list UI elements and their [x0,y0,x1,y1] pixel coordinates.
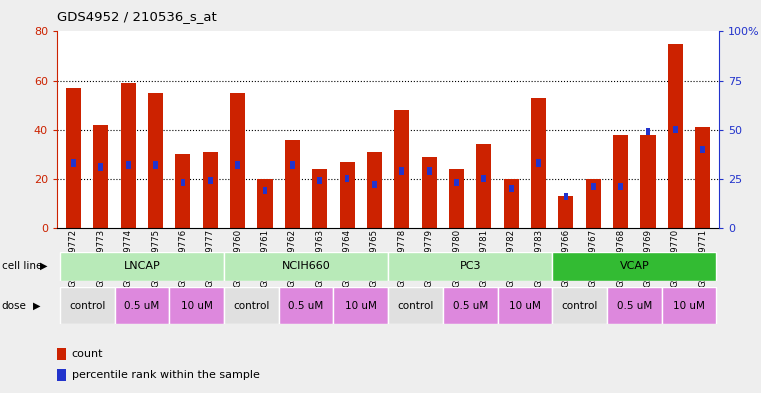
Text: count: count [72,349,103,360]
Text: LNCAP: LNCAP [123,261,161,271]
Text: 10 uM: 10 uM [180,301,212,310]
Bar [443,287,498,324]
Bar [98,163,103,171]
Bar [531,98,546,228]
Bar [57,369,66,381]
Bar [427,167,431,174]
Bar [668,44,683,228]
Bar [673,126,678,133]
Text: control: control [562,301,598,310]
Text: ▶: ▶ [33,301,40,310]
Text: cell line: cell line [2,261,42,271]
Bar [114,287,169,324]
Bar [388,252,552,281]
Bar [552,252,716,281]
Text: 0.5 uM: 0.5 uM [453,301,488,310]
Bar [60,252,224,281]
Bar [285,140,300,228]
Bar [312,169,327,228]
Bar [394,110,409,228]
Text: 0.5 uM: 0.5 uM [124,301,160,310]
Bar [60,287,114,324]
Bar [537,160,541,167]
Text: dose: dose [2,301,27,310]
Bar [476,144,492,228]
Bar [290,162,295,169]
Bar [422,157,437,228]
Bar [509,185,514,192]
Bar [148,93,163,228]
Text: 0.5 uM: 0.5 uM [616,301,652,310]
Text: 0.5 uM: 0.5 uM [288,301,323,310]
Bar [224,287,279,324]
Bar [180,179,186,186]
Bar [333,287,388,324]
Text: PC3: PC3 [460,261,481,271]
Bar [279,287,333,324]
Bar [257,179,272,228]
Text: GDS4952 / 210536_s_at: GDS4952 / 210536_s_at [57,10,217,23]
Bar [400,167,404,174]
Bar [645,128,651,135]
Bar [700,146,705,153]
Text: VCAP: VCAP [619,261,649,271]
Bar [121,83,135,228]
Bar [449,169,464,228]
Bar [66,88,81,228]
Bar [94,125,108,228]
Bar [696,127,710,228]
Bar [504,179,519,228]
Text: control: control [69,301,105,310]
Bar [230,93,245,228]
Bar [482,175,486,182]
Bar [208,177,212,184]
Bar [388,287,443,324]
Bar [235,162,240,169]
Bar [498,287,552,324]
Bar [564,193,568,200]
Bar [641,134,655,228]
Bar [169,287,224,324]
Text: 10 uM: 10 uM [673,301,705,310]
Bar [224,252,388,281]
Bar [586,179,601,228]
Bar [317,177,322,184]
Bar [202,152,218,228]
Text: control: control [397,301,434,310]
Text: percentile rank within the sample: percentile rank within the sample [72,370,260,380]
Text: ▶: ▶ [40,261,47,271]
Text: 10 uM: 10 uM [345,301,377,310]
Text: NCIH660: NCIH660 [282,261,330,271]
Text: 10 uM: 10 uM [509,301,541,310]
Bar [175,154,190,228]
Text: control: control [233,301,269,310]
Bar [613,134,628,228]
Bar [339,162,355,228]
Bar [559,196,574,228]
Bar [591,183,596,190]
Bar [662,287,716,324]
Bar [367,152,382,228]
Bar [607,287,662,324]
Bar [345,175,349,182]
Bar [57,348,66,360]
Bar [454,179,459,186]
Bar [71,160,76,167]
Bar [552,287,607,324]
Bar [372,181,377,188]
Bar [153,162,158,169]
Bar [618,183,623,190]
Bar [126,162,131,169]
Bar [263,187,267,194]
